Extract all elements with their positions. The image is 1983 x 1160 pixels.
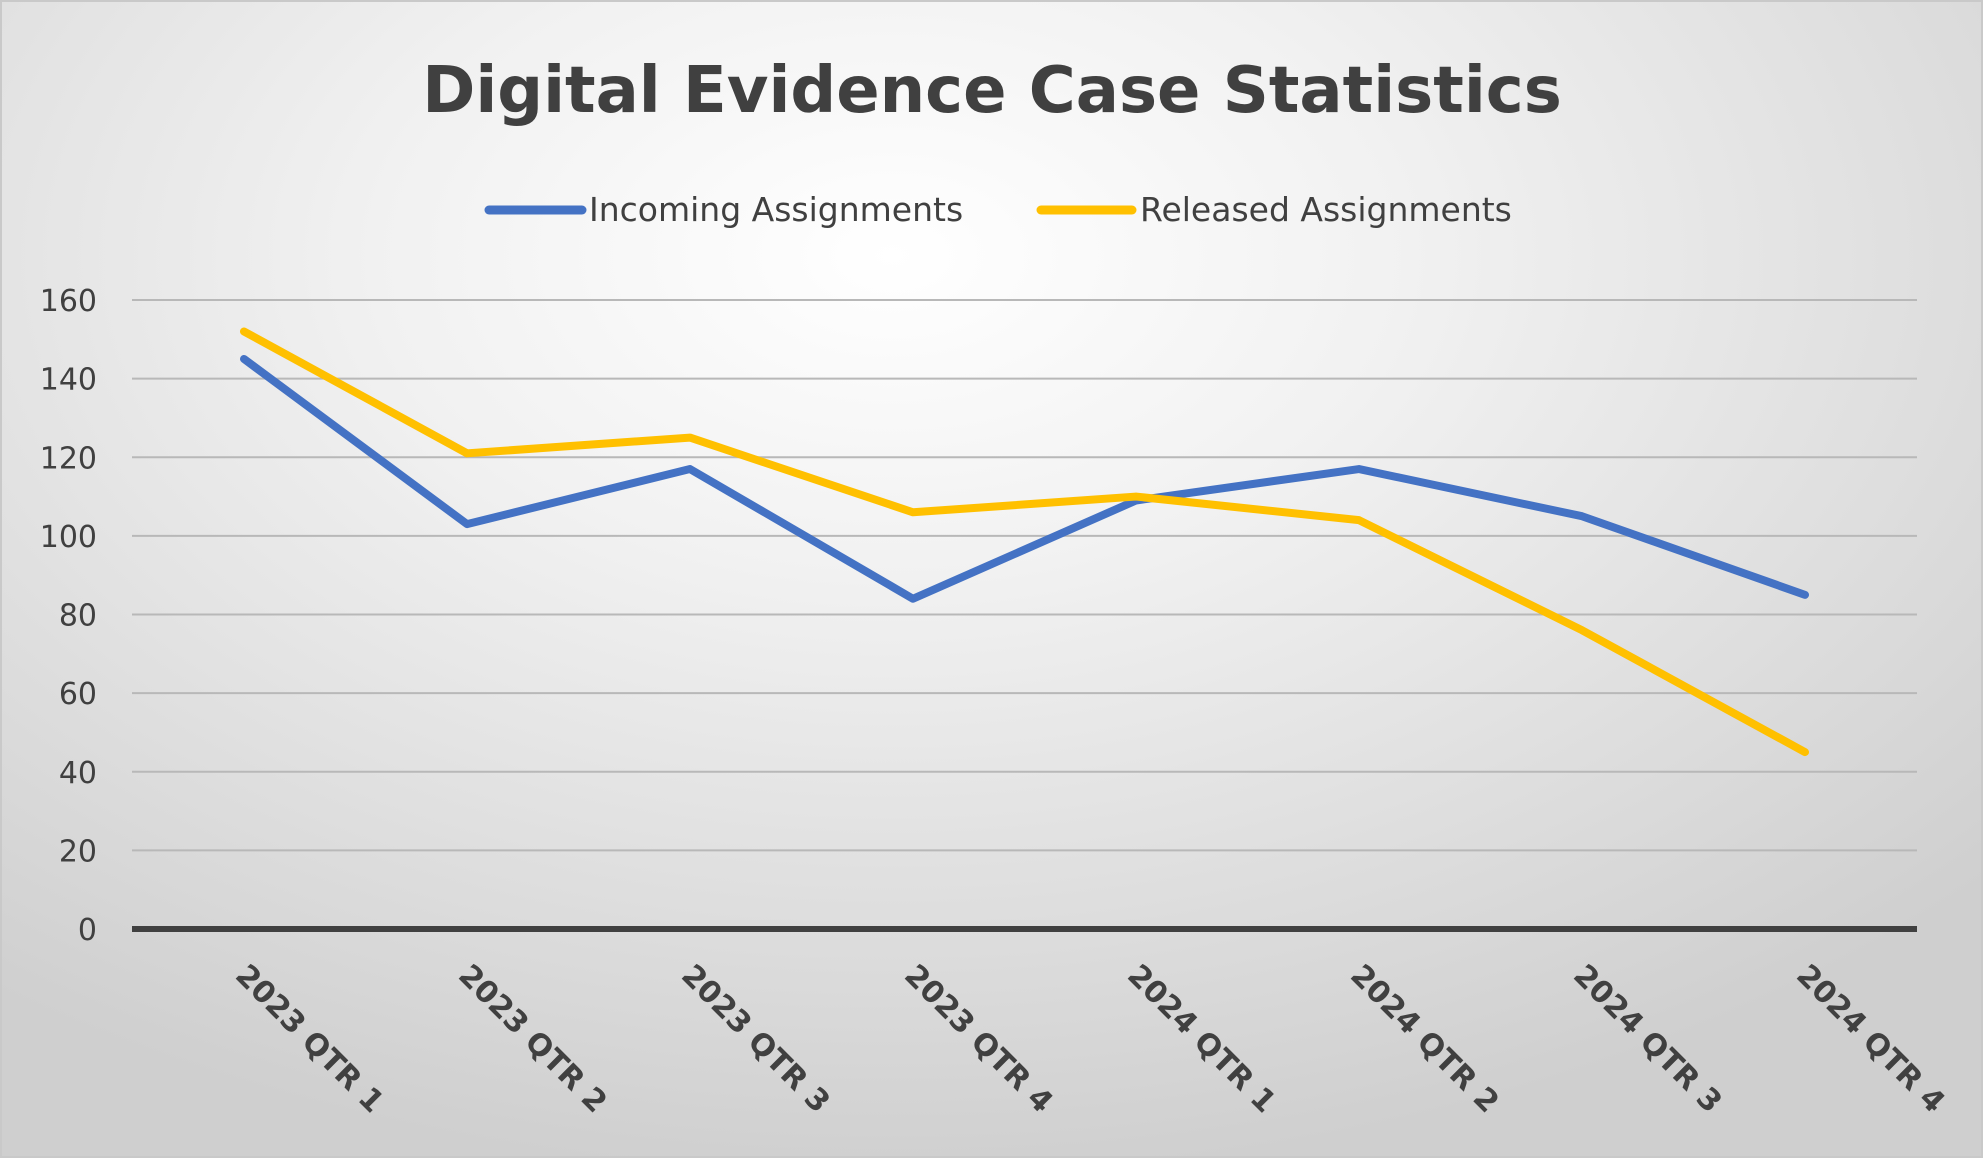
y-tick-label: 60 — [59, 677, 97, 712]
gridlines — [132, 299, 1917, 932]
x-tick-label: 2024 QTR 1 — [1120, 958, 1282, 1120]
x-tick-label: 2024 QTR 3 — [1566, 958, 1728, 1120]
legend-label-incoming: Incoming Assignments — [589, 190, 963, 229]
y-tick-label: 80 — [59, 599, 97, 634]
legend-item-released: Released Assignments — [1036, 190, 1512, 229]
x-tick-label: 2024 QTR 2 — [1343, 958, 1505, 1120]
x-axis: 2023 QTR 1 2023 QTR 2 2023 QTR 3 2023 QTR 4… — [228, 958, 1951, 1120]
y-axis: 0 20 40 60 80 100 120 140 160 — [40, 284, 97, 948]
y-tick-label: 160 — [40, 284, 97, 319]
chart-title: Digital Evidence Case Statistics — [422, 54, 1562, 128]
y-tick-label: 120 — [40, 441, 97, 476]
series-lines — [240, 327, 1809, 757]
y-tick-label: 100 — [40, 520, 97, 555]
legend-label-released: Released Assignments — [1140, 190, 1512, 229]
y-tick-label: 40 — [59, 756, 97, 791]
x-tick-label: 2024 QTR 4 — [1789, 958, 1951, 1120]
y-tick-label: 0 — [78, 913, 97, 948]
y-tick-label: 140 — [40, 363, 97, 398]
x-tick-label: 2023 QTR 1 — [228, 958, 390, 1120]
series-line-incoming — [240, 354, 1809, 603]
legend: Incoming Assignments Released Assignment… — [484, 190, 1512, 229]
x-tick-label: 2023 QTR 4 — [897, 958, 1059, 1120]
y-tick-label: 20 — [59, 834, 97, 869]
series-line-released — [240, 327, 1809, 757]
legend-item-incoming: Incoming Assignments — [484, 190, 963, 229]
x-tick-label: 2023 QTR 2 — [451, 958, 613, 1120]
x-tick-label: 2023 QTR 3 — [674, 958, 836, 1120]
